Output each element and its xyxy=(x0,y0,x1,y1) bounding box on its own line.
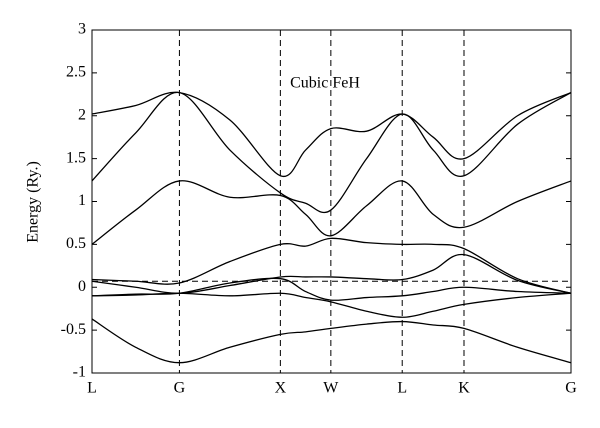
band-line xyxy=(91,91,572,178)
band-line xyxy=(91,91,572,214)
y-tick-label: 2 xyxy=(78,106,86,123)
band-line xyxy=(91,237,572,294)
band-line xyxy=(91,292,572,318)
annotation: Cubic FeH xyxy=(290,75,360,92)
x-tick-label: W xyxy=(323,380,339,397)
y-tick-label: 1 xyxy=(78,192,86,209)
y-tick-label: 0.5 xyxy=(66,235,86,252)
y-tick-label: 2.5 xyxy=(66,64,86,81)
y-tick-label: -0.5 xyxy=(61,321,86,338)
y-tick-label: 3 xyxy=(78,21,86,38)
y-tick-label: -1 xyxy=(73,364,86,381)
y-tick-label: 1.5 xyxy=(66,149,86,166)
x-tick-label: K xyxy=(458,380,470,397)
x-tick-label: X xyxy=(275,380,287,397)
band-line xyxy=(91,180,572,245)
x-tick-label: G xyxy=(174,380,186,397)
y-tick-label: 0 xyxy=(78,278,86,295)
x-tick-label: G xyxy=(565,380,577,397)
x-tick-label: L xyxy=(397,380,407,397)
x-tick-label: L xyxy=(87,380,97,397)
band-line xyxy=(91,318,572,364)
y-axis-label: Energy (Ry.) xyxy=(25,161,42,243)
band-line xyxy=(91,254,572,294)
